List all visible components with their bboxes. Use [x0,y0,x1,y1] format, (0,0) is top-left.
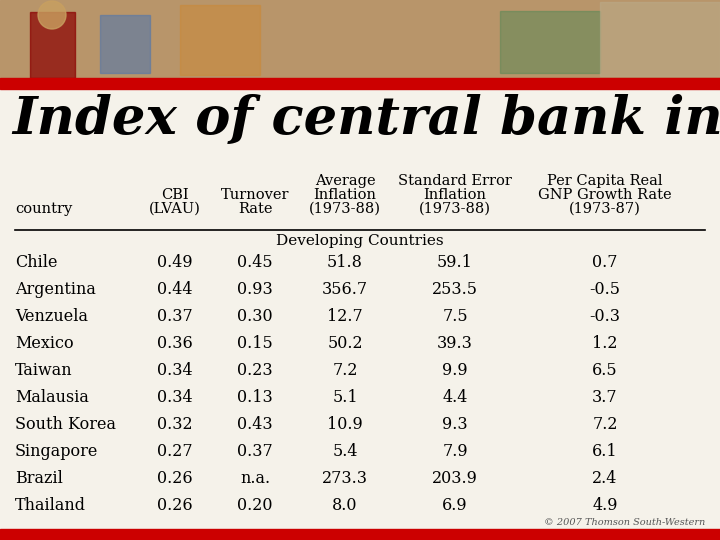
Text: Mexico: Mexico [15,335,73,352]
Text: Singapore: Singapore [15,443,99,460]
Bar [500,11,600,73]
Text: 273.3: 273.3 [322,470,368,487]
Text: 6.1: 6.1 [592,443,618,460]
Text: 5.4: 5.4 [332,443,358,460]
Text: 7.5: 7.5 [442,308,468,325]
Text: 9.3: 9.3 [442,416,468,433]
Text: 51.8: 51.8 [327,254,363,271]
Bar [0,89,720,540]
Text: Standard Error: Standard Error [398,174,512,188]
Text: 0.7: 0.7 [593,254,618,271]
Text: 1.2: 1.2 [593,335,618,352]
Text: 0.27: 0.27 [157,443,193,460]
Text: Venzuela: Venzuela [15,308,88,325]
Text: Argentina: Argentina [15,281,96,298]
Text: CBI: CBI [161,188,189,202]
Text: 0.93: 0.93 [237,281,273,298]
Text: (1973-88): (1973-88) [309,202,381,216]
Text: 0.34: 0.34 [157,362,193,379]
Text: 0.13: 0.13 [237,389,273,406]
Text: 7.2: 7.2 [332,362,358,379]
Text: (LVAU): (LVAU) [149,202,201,216]
Text: Turnover: Turnover [221,188,289,202]
Text: 9.9: 9.9 [442,362,468,379]
Text: 4.9: 4.9 [593,497,618,514]
Text: Inflation: Inflation [423,188,487,202]
Text: South Korea: South Korea [15,416,116,433]
Text: 0.20: 0.20 [238,497,273,514]
Bar [0,529,720,540]
Text: 12.7: 12.7 [327,308,363,325]
Text: 0.32: 0.32 [157,416,193,433]
Text: Average: Average [315,174,375,188]
Text: (1973-87): (1973-87) [569,202,641,216]
Text: Chile: Chile [15,254,58,271]
Bar [180,5,260,75]
Text: -0.3: -0.3 [590,308,621,325]
Text: n.a.: n.a. [240,470,270,487]
Text: 0.43: 0.43 [237,416,273,433]
Text: 3.7: 3.7 [592,389,618,406]
Text: 59.1: 59.1 [437,254,473,271]
Text: 0.36: 0.36 [157,335,193,352]
Text: 0.37: 0.37 [157,308,193,325]
Text: 10.9: 10.9 [327,416,363,433]
Text: 0.26: 0.26 [157,497,193,514]
Text: 0.15: 0.15 [237,335,273,352]
Text: 356.7: 356.7 [322,281,368,298]
Text: Rate: Rate [238,202,272,216]
Text: 7.2: 7.2 [593,416,618,433]
Text: GNP Growth Rate: GNP Growth Rate [538,188,672,202]
Bar [0,0,720,78]
Text: Malausia: Malausia [15,389,89,406]
Text: © 2007 Thomson South-Western: © 2007 Thomson South-Western [544,518,705,527]
Text: 7.9: 7.9 [442,443,468,460]
Text: 8.0: 8.0 [332,497,358,514]
Text: 5.1: 5.1 [332,389,358,406]
Text: (1973-88): (1973-88) [419,202,491,216]
Text: 203.9: 203.9 [432,470,478,487]
Text: 50.2: 50.2 [327,335,363,352]
Text: country: country [15,202,72,216]
Text: 0.34: 0.34 [157,389,193,406]
Text: Inflation: Inflation [313,188,377,202]
Text: Index of central bank independence: Index of central bank independence [12,94,720,145]
Bar [30,12,75,78]
Text: Per Capita Real: Per Capita Real [547,174,662,188]
Text: 0.37: 0.37 [237,443,273,460]
Text: 6.9: 6.9 [442,497,468,514]
Text: 0.23: 0.23 [237,362,273,379]
Text: Developing Countries: Developing Countries [276,234,444,248]
Text: 0.30: 0.30 [237,308,273,325]
Text: -0.5: -0.5 [590,281,621,298]
Text: 0.49: 0.49 [157,254,193,271]
Text: Thailand: Thailand [15,497,86,514]
Text: 253.5: 253.5 [432,281,478,298]
Text: 4.4: 4.4 [442,389,468,406]
Text: Taiwan: Taiwan [15,362,73,379]
Bar [600,2,720,76]
Text: 0.45: 0.45 [237,254,273,271]
Text: 0.44: 0.44 [157,281,193,298]
Bar [0,78,720,89]
Circle shape [38,1,66,29]
Text: 39.3: 39.3 [437,335,473,352]
Text: 6.5: 6.5 [592,362,618,379]
Bar [100,15,150,73]
Text: Brazil: Brazil [15,470,63,487]
Text: 0.26: 0.26 [157,470,193,487]
Text: 2.4: 2.4 [593,470,618,487]
